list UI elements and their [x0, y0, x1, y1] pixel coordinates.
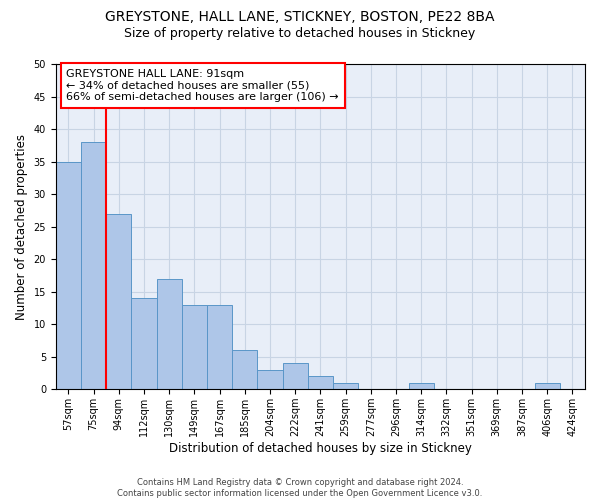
Bar [157, 278, 182, 390]
Bar [535, 383, 560, 390]
Bar [81, 142, 106, 390]
Bar [409, 383, 434, 390]
Bar [207, 304, 232, 390]
Bar [232, 350, 257, 390]
Text: Size of property relative to detached houses in Stickney: Size of property relative to detached ho… [124, 28, 476, 40]
Y-axis label: Number of detached properties: Number of detached properties [15, 134, 28, 320]
Text: GREYSTONE, HALL LANE, STICKNEY, BOSTON, PE22 8BA: GREYSTONE, HALL LANE, STICKNEY, BOSTON, … [105, 10, 495, 24]
Bar [106, 214, 131, 390]
Bar [308, 376, 333, 390]
Bar [283, 364, 308, 390]
X-axis label: Distribution of detached houses by size in Stickney: Distribution of detached houses by size … [169, 442, 472, 455]
Text: GREYSTONE HALL LANE: 91sqm
← 34% of detached houses are smaller (55)
66% of semi: GREYSTONE HALL LANE: 91sqm ← 34% of deta… [67, 69, 339, 102]
Bar [131, 298, 157, 390]
Bar [333, 383, 358, 390]
Bar [56, 162, 81, 390]
Text: Contains HM Land Registry data © Crown copyright and database right 2024.
Contai: Contains HM Land Registry data © Crown c… [118, 478, 482, 498]
Bar [182, 304, 207, 390]
Bar [257, 370, 283, 390]
